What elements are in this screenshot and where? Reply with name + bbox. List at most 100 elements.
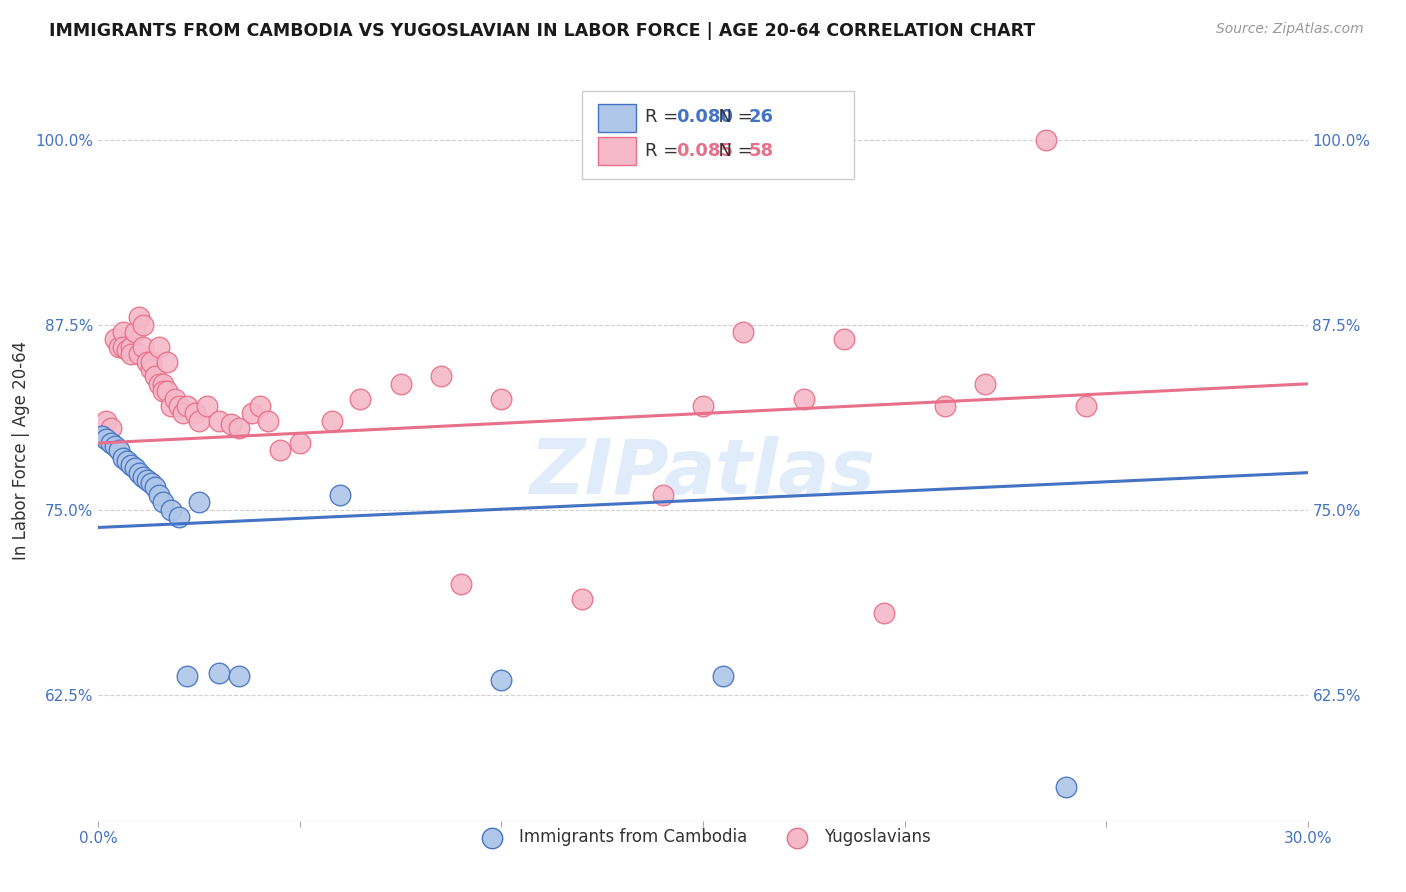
Point — [711, 668, 734, 682]
Point — [1074, 399, 1097, 413]
Point — [120, 458, 142, 473]
Point — [148, 340, 170, 354]
Point — [221, 417, 243, 431]
Point — [167, 510, 190, 524]
Point — [120, 340, 142, 354]
FancyBboxPatch shape — [582, 91, 855, 178]
Legend: Immigrants from Cambodia, Yugoslavians: Immigrants from Cambodia, Yugoslavians — [468, 822, 938, 853]
Point — [107, 443, 129, 458]
Point — [1054, 780, 1077, 794]
Point — [100, 421, 122, 435]
Point — [832, 333, 855, 347]
Point — [139, 476, 162, 491]
Point — [115, 343, 138, 357]
Point — [135, 473, 157, 487]
Point — [139, 354, 162, 368]
Text: IMMIGRANTS FROM CAMBODIA VS YUGOSLAVIAN IN LABOR FORCE | AGE 20-64 CORRELATION C: IMMIGRANTS FROM CAMBODIA VS YUGOSLAVIAN … — [49, 22, 1035, 40]
Point — [120, 347, 142, 361]
FancyBboxPatch shape — [598, 104, 637, 132]
Point — [240, 407, 263, 421]
Point — [249, 399, 271, 413]
Point — [152, 376, 174, 391]
Point — [269, 443, 291, 458]
Point — [107, 340, 129, 354]
Point — [195, 399, 218, 413]
Point — [188, 414, 211, 428]
Point — [135, 354, 157, 368]
Point — [96, 414, 118, 428]
Point — [491, 392, 513, 406]
Point — [430, 369, 453, 384]
Point — [111, 340, 134, 354]
Point — [450, 576, 472, 591]
Point — [288, 436, 311, 450]
Point — [167, 399, 190, 413]
Point — [256, 414, 278, 428]
Point — [128, 310, 150, 325]
Point — [124, 461, 146, 475]
Point — [160, 502, 183, 516]
Point — [128, 347, 150, 361]
Point — [176, 399, 198, 413]
Text: R =: R = — [645, 108, 683, 127]
Point — [132, 318, 155, 332]
Point — [349, 392, 371, 406]
Point — [228, 421, 250, 435]
Point — [873, 607, 896, 621]
Point — [128, 466, 150, 480]
Point — [111, 325, 134, 339]
Point — [91, 428, 114, 442]
Point — [208, 665, 231, 680]
Point — [143, 481, 166, 495]
FancyBboxPatch shape — [598, 137, 637, 165]
Point — [100, 436, 122, 450]
Point — [188, 495, 211, 509]
Point — [208, 414, 231, 428]
Text: 0.080: 0.080 — [676, 108, 734, 127]
Point — [172, 407, 194, 421]
Point — [111, 450, 134, 465]
Point — [124, 325, 146, 339]
Point — [974, 376, 997, 391]
Point — [160, 399, 183, 413]
Point — [143, 369, 166, 384]
Point — [934, 399, 956, 413]
Point — [228, 668, 250, 682]
Point — [96, 432, 118, 446]
Point — [156, 384, 179, 399]
Point — [132, 470, 155, 484]
Point — [571, 591, 593, 606]
Point — [103, 333, 125, 347]
Text: 0.085: 0.085 — [676, 142, 734, 160]
Point — [115, 454, 138, 468]
Point — [156, 354, 179, 368]
Text: 26: 26 — [749, 108, 773, 127]
Point — [176, 668, 198, 682]
Point — [152, 384, 174, 399]
Text: Source: ZipAtlas.com: Source: ZipAtlas.com — [1216, 22, 1364, 37]
Text: 58: 58 — [749, 142, 775, 160]
Text: N =: N = — [707, 142, 758, 160]
Point — [692, 399, 714, 413]
Text: R =: R = — [645, 142, 683, 160]
Point — [491, 673, 513, 687]
Point — [329, 488, 352, 502]
Point — [389, 376, 412, 391]
Point — [148, 376, 170, 391]
Text: N =: N = — [707, 108, 758, 127]
Point — [651, 488, 673, 502]
Point — [163, 392, 186, 406]
Point — [1035, 132, 1057, 146]
Y-axis label: In Labor Force | Age 20-64: In Labor Force | Age 20-64 — [13, 341, 30, 560]
Point — [321, 414, 343, 428]
Point — [103, 439, 125, 453]
Point — [132, 340, 155, 354]
Point — [152, 495, 174, 509]
Point — [793, 392, 815, 406]
Point — [91, 428, 114, 442]
Point — [148, 488, 170, 502]
Point — [184, 407, 207, 421]
Text: ZIPatlas: ZIPatlas — [530, 435, 876, 509]
Point — [733, 325, 755, 339]
Point — [139, 362, 162, 376]
